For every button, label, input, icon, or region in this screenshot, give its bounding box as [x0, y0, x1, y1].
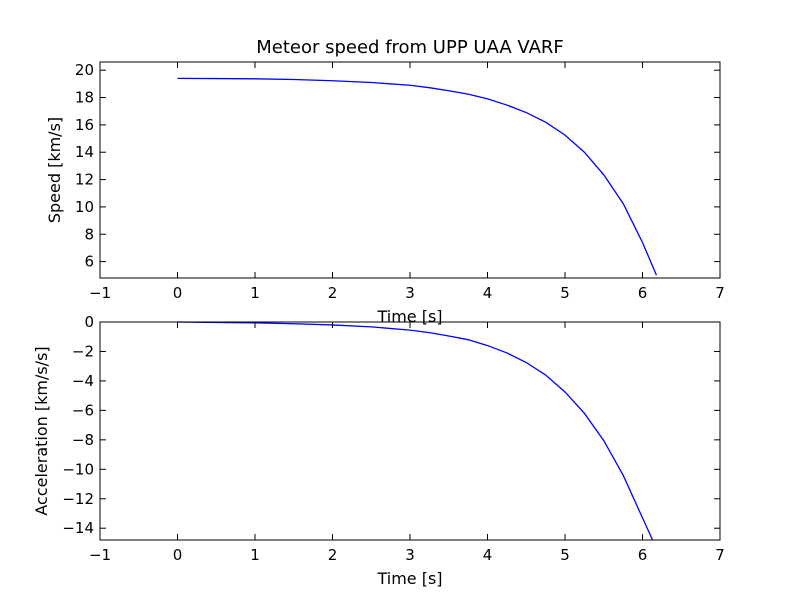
x-tick-label: 6: [638, 546, 648, 564]
x-tick-label: 7: [715, 284, 725, 302]
y-tick-label: −8: [72, 431, 94, 449]
y-tick-label: −14: [62, 519, 94, 537]
x-tick-label: −1: [89, 284, 111, 302]
x-tick-label: 3: [405, 546, 415, 564]
y-tick-label: 6: [84, 253, 94, 271]
x-tick-label: 1: [250, 546, 260, 564]
y-tick-label: 20: [75, 61, 94, 79]
x-tick-label: 4: [483, 284, 493, 302]
speed-x-axis-label: Time [s]: [376, 307, 442, 326]
acceleration-series-line: [177, 321, 654, 541]
x-tick-label: 5: [560, 284, 570, 302]
speed-y-axis-label: Speed [km/s]: [45, 117, 64, 223]
x-tick-label: 1: [250, 284, 260, 302]
speed-series-line: [177, 77, 658, 276]
acceleration-y-axis-label: Acceleration [km/s/s]: [32, 346, 51, 515]
y-tick-label: 18: [75, 89, 94, 107]
y-tick-label: −12: [62, 490, 94, 508]
x-tick-label: 6: [638, 284, 648, 302]
y-tick-label: −10: [62, 460, 94, 478]
y-tick-label: 14: [75, 143, 94, 161]
y-tick-label: 8: [84, 225, 94, 243]
y-tick-label: 12: [75, 171, 94, 189]
y-tick-label: 10: [75, 198, 94, 216]
x-tick-label: 4: [483, 546, 493, 564]
y-tick-label: 0: [84, 313, 94, 331]
chart-title: Meteor speed from UPP UAA VARF: [256, 37, 564, 58]
x-tick-label: 2: [328, 546, 338, 564]
x-tick-label: 5: [560, 546, 570, 564]
x-tick-label: 2: [328, 284, 338, 302]
x-tick-label: 0: [173, 284, 183, 302]
x-tick-label: −1: [89, 546, 111, 564]
y-tick-label: −6: [72, 401, 94, 419]
x-tick-label: 0: [173, 546, 183, 564]
x-tick-label: 3: [405, 284, 415, 302]
y-tick-label: −2: [72, 342, 94, 360]
x-tick-label: 7: [715, 546, 725, 564]
acceleration-x-axis-label: Time [s]: [376, 569, 442, 588]
y-tick-label: −4: [72, 372, 94, 390]
y-tick-label: 16: [75, 116, 94, 134]
